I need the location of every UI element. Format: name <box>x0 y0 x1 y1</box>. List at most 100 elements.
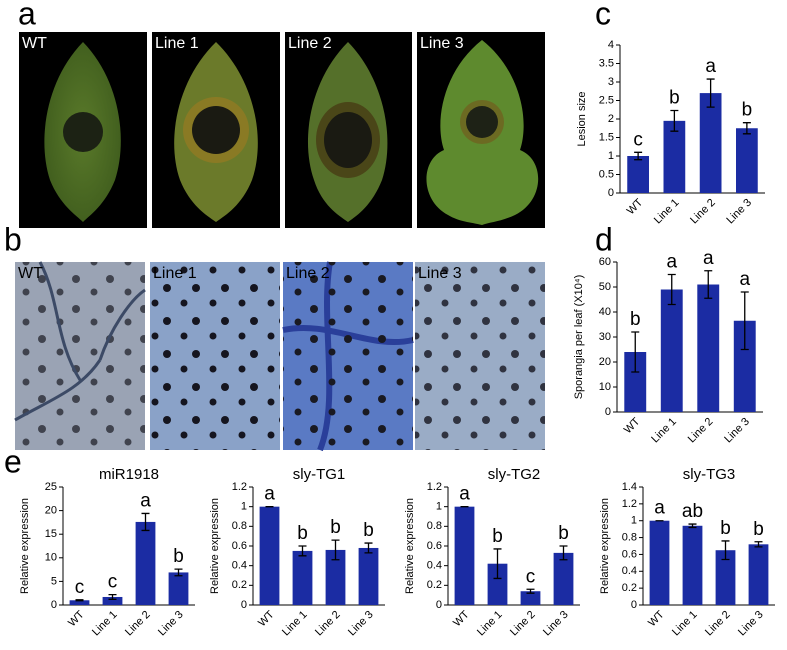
bar <box>102 596 123 605</box>
bar <box>325 549 346 605</box>
significance-label: b <box>558 523 569 544</box>
error-bar <box>721 540 730 561</box>
bar <box>663 120 686 193</box>
error-bar <box>331 539 340 561</box>
y-tick-label: 0.4 <box>622 565 637 577</box>
bar <box>292 550 313 605</box>
x-tick-label: Line 1 <box>670 609 700 639</box>
lesion <box>63 112 103 152</box>
spores <box>415 262 545 450</box>
y-axis-label: Lesion size <box>576 91 588 146</box>
error-bar <box>298 545 307 557</box>
significance-label: c <box>526 566 536 587</box>
x-tick-label: Line 2 <box>688 197 718 227</box>
significance-label: b <box>753 519 764 540</box>
chart-title: sly-TG3 <box>683 466 736 483</box>
significance-label: b <box>742 100 753 121</box>
photo-label: Line 2 <box>288 35 332 52</box>
chart-title: miR1918 <box>99 466 159 483</box>
error-bar <box>704 270 713 299</box>
significance-label: b <box>720 518 731 539</box>
y-tick-label: 0 <box>436 599 442 611</box>
x-tick-label: Line 1 <box>475 609 505 639</box>
significance-label: b <box>330 517 341 538</box>
bar <box>733 320 756 412</box>
y-tick-label: 0.6 <box>232 540 247 552</box>
error-bar <box>141 512 150 532</box>
error-bar <box>670 109 679 132</box>
y-tick-label: 0.6 <box>427 540 442 552</box>
x-tick-label: Line 3 <box>346 609 376 639</box>
bar <box>748 544 769 605</box>
significance-label: a <box>654 498 665 519</box>
significance-label: a <box>459 484 470 505</box>
lesion <box>466 106 498 138</box>
y-tick-label: 1.2 <box>427 481 442 493</box>
vein <box>14 261 146 422</box>
y-tick-label: 1.4 <box>622 481 637 493</box>
bar <box>699 93 722 193</box>
significance-label: b <box>669 88 680 109</box>
bar <box>649 520 670 605</box>
error-bar <box>667 273 676 306</box>
y-tick-label: 20 <box>599 356 611 368</box>
x-tick-label: Line 3 <box>724 197 754 227</box>
y-tick-label: 1.2 <box>232 481 247 493</box>
bar <box>627 156 649 193</box>
significance-label: c <box>75 577 85 598</box>
x-tick-label: WT <box>66 608 87 629</box>
y-tick-label: 2 <box>608 113 614 125</box>
photo-label: Line 3 <box>420 35 464 52</box>
y-tick-label: 25 <box>45 481 57 493</box>
y-tick-label: 10 <box>599 381 611 393</box>
y-tick-label: 30 <box>599 331 611 343</box>
spores <box>150 262 280 450</box>
spores <box>15 262 145 450</box>
photo-row-a <box>19 32 545 228</box>
bar <box>697 284 720 412</box>
photo-label: Line 1 <box>153 265 197 282</box>
x-tick-label: Line 2 <box>508 609 538 639</box>
bar <box>168 572 189 605</box>
y-tick-label: 3.5 <box>599 57 614 69</box>
error-bar <box>108 593 117 600</box>
significance-label: a <box>666 252 677 273</box>
x-tick-label: Line 3 <box>736 609 766 639</box>
y-tick-label: 0.2 <box>232 579 247 591</box>
panel-letter: c <box>595 0 611 31</box>
y-tick-label: 2.5 <box>599 94 614 106</box>
y-tick-label: 40 <box>599 306 611 318</box>
y-tick-label: 1.2 <box>622 498 637 510</box>
x-tick-label: WT <box>646 608 667 629</box>
y-tick-label: 0.2 <box>427 579 442 591</box>
error-bar <box>634 151 643 161</box>
error-bar <box>706 78 715 108</box>
y-tick-label: 5 <box>51 575 57 587</box>
x-tick-label: Line 3 <box>541 609 571 639</box>
bar <box>715 550 736 605</box>
y-axis-label: Relative expression <box>19 498 31 594</box>
error-bar <box>688 523 697 529</box>
x-tick-label: Line 2 <box>686 416 716 446</box>
error-bar <box>75 599 84 602</box>
bar <box>553 552 574 605</box>
error-bar <box>740 291 749 351</box>
significance-label: b <box>630 309 641 330</box>
significance-label: b <box>492 526 503 547</box>
lesion <box>324 112 372 168</box>
bar <box>135 521 156 605</box>
significance-label: a <box>703 248 714 269</box>
y-tick-label: 1 <box>608 150 614 162</box>
y-axis-label: Sporangia per leaf (X10⁴) <box>573 275 585 400</box>
y-tick-label: 1.5 <box>599 131 614 143</box>
significance-label: a <box>705 56 716 77</box>
significance-label: c <box>633 129 643 150</box>
significance-label: b <box>173 546 184 567</box>
bar <box>624 352 647 412</box>
y-tick-label: 0 <box>608 187 614 199</box>
chart-title: sly-TG2 <box>488 466 541 483</box>
bar <box>358 547 379 605</box>
x-tick-label: Line 1 <box>90 609 120 639</box>
bar <box>736 128 758 193</box>
